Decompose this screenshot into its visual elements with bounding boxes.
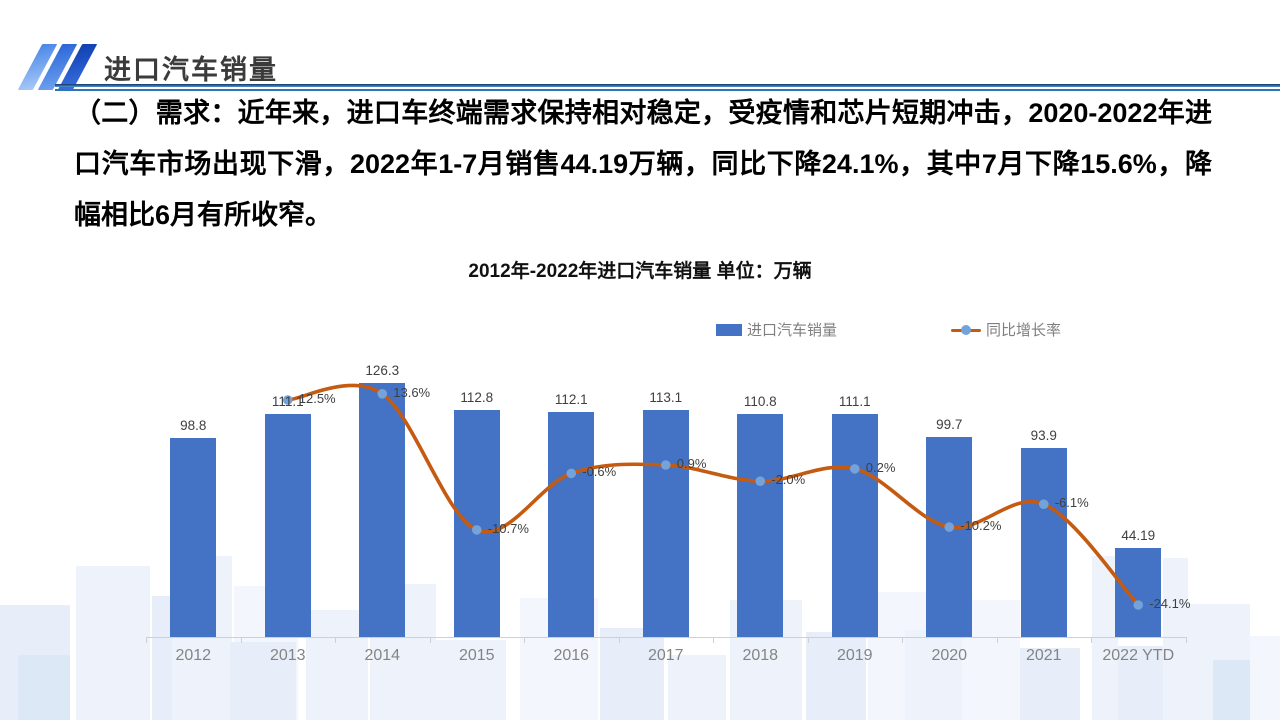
bar-2022 YTD: [1115, 548, 1162, 637]
bar-2019: [831, 413, 878, 637]
header-divider: [55, 84, 1280, 87]
bar-value-label-2020: 99.7: [936, 416, 963, 432]
legend-label-growth: 同比增长率: [986, 322, 1062, 339]
bar-value-label-2015: 112.8: [460, 390, 494, 406]
line-series-swatch: [951, 324, 982, 336]
header-divider-thin: [55, 89, 1280, 91]
bar-value-label-2014: 126.3: [365, 363, 400, 379]
bar-2020: [926, 436, 973, 637]
x-axis-label-2020: 2020: [931, 647, 968, 664]
x-axis-tick: [429, 637, 431, 643]
intro-paragraph: （二）需求：近年来，进口车终端需求保持相对稳定，受疫情和芯片短期冲击，2020-…: [74, 98, 1212, 230]
bar-value-label-2012: 98.8: [180, 418, 207, 434]
x-axis-tick: [807, 637, 809, 643]
chart-title: 2012年-2022年进口汽车销量 单位：万辆: [468, 261, 812, 282]
bar-value-label-2021: 93.9: [1030, 428, 1057, 444]
bar-series-swatch: [716, 323, 742, 336]
bar-value-label-2017: 113.1: [649, 389, 683, 405]
x-axis-label-2012: 2012: [175, 647, 212, 664]
legend-item-growth: 同比增长率: [951, 319, 1061, 340]
x-axis-label-2014: 2014: [364, 647, 401, 664]
skyline-block: [76, 566, 150, 720]
x-axis-tick: [146, 637, 147, 643]
growth-value-label-2016: -0.6%: [582, 464, 617, 479]
skyline-block: [806, 632, 866, 720]
growth-value-label-2021: -6.1%: [1054, 495, 1089, 510]
x-axis-tick: [902, 637, 903, 643]
x-axis-tick: [996, 637, 998, 643]
growth-value-label-2015: -10.7%: [487, 521, 529, 536]
skyline-block: [1118, 646, 1166, 720]
x-axis-label-2015: 2015: [458, 647, 495, 664]
x-axis-label-2017: 2017: [647, 647, 684, 664]
skyline-block: [230, 642, 296, 720]
bar-2018: [737, 414, 784, 637]
skyline-block: [18, 655, 70, 720]
bar-value-label-2016: 112.1: [554, 391, 588, 407]
x-axis-label-2013: 2013: [269, 647, 306, 664]
bar-2013: [264, 413, 311, 637]
skyline-block: [668, 655, 726, 720]
x-axis-label-2021: 2021: [1025, 647, 1062, 664]
growth-value-label-2018: -2.0%: [771, 472, 806, 487]
growth-line: [285, 383, 1141, 607]
x-axis-label-2022 YTD: 2022 YTD: [1102, 647, 1175, 664]
growth-value-label-2020: -10.2%: [960, 518, 1002, 533]
x-axis-tick: [713, 637, 714, 643]
x-axis-tick: [1185, 637, 1187, 643]
x-axis-label-2019: 2019: [836, 647, 873, 664]
skyline-block: [600, 628, 664, 720]
x-axis-tick: [240, 637, 242, 643]
growth-value-label-2013: 12.5%: [298, 391, 336, 406]
bar-value-label-2018: 110.8: [743, 394, 777, 410]
line-swatch-marker-icon: [961, 324, 972, 335]
x-axis-tick: [618, 637, 620, 643]
x-axis-tick: [335, 637, 336, 643]
bar-2014: [359, 383, 406, 637]
chart-legend: 进口汽车销量 同比增长率: [716, 319, 1061, 340]
growth-value-label-2022 YTD: -24.1%: [1149, 596, 1191, 611]
growth-value-label-2017: 0.9%: [676, 456, 707, 471]
legend-label-sales: 进口汽车销量: [747, 322, 838, 339]
bar-2016: [548, 411, 595, 637]
skyline-block: [1163, 558, 1188, 720]
skyline-block: [1020, 648, 1080, 720]
bar-value-label-2019: 111.1: [838, 393, 871, 409]
growth-value-label-2014: 13.6%: [393, 385, 431, 400]
x-axis: [146, 637, 1186, 638]
bar-2021: [1020, 448, 1067, 637]
bar-2017: [642, 409, 689, 637]
skyline-block: [306, 610, 368, 720]
bar-value-label-2022 YTD: 44.19: [1121, 528, 1156, 544]
x-axis-tick: [1091, 637, 1092, 643]
skyline-block: [436, 640, 506, 720]
bar-2012: [170, 438, 217, 637]
x-axis-tick: [524, 637, 525, 643]
skyline-block: [1250, 636, 1280, 720]
legend-item-sales: 进口汽车销量: [716, 319, 837, 340]
x-axis-label-2018: 2018: [742, 647, 779, 664]
growth-value-label-2019: 0.2%: [865, 460, 896, 475]
page-title: 进口汽车销量: [104, 55, 278, 85]
x-axis-label-2016: 2016: [553, 647, 590, 664]
